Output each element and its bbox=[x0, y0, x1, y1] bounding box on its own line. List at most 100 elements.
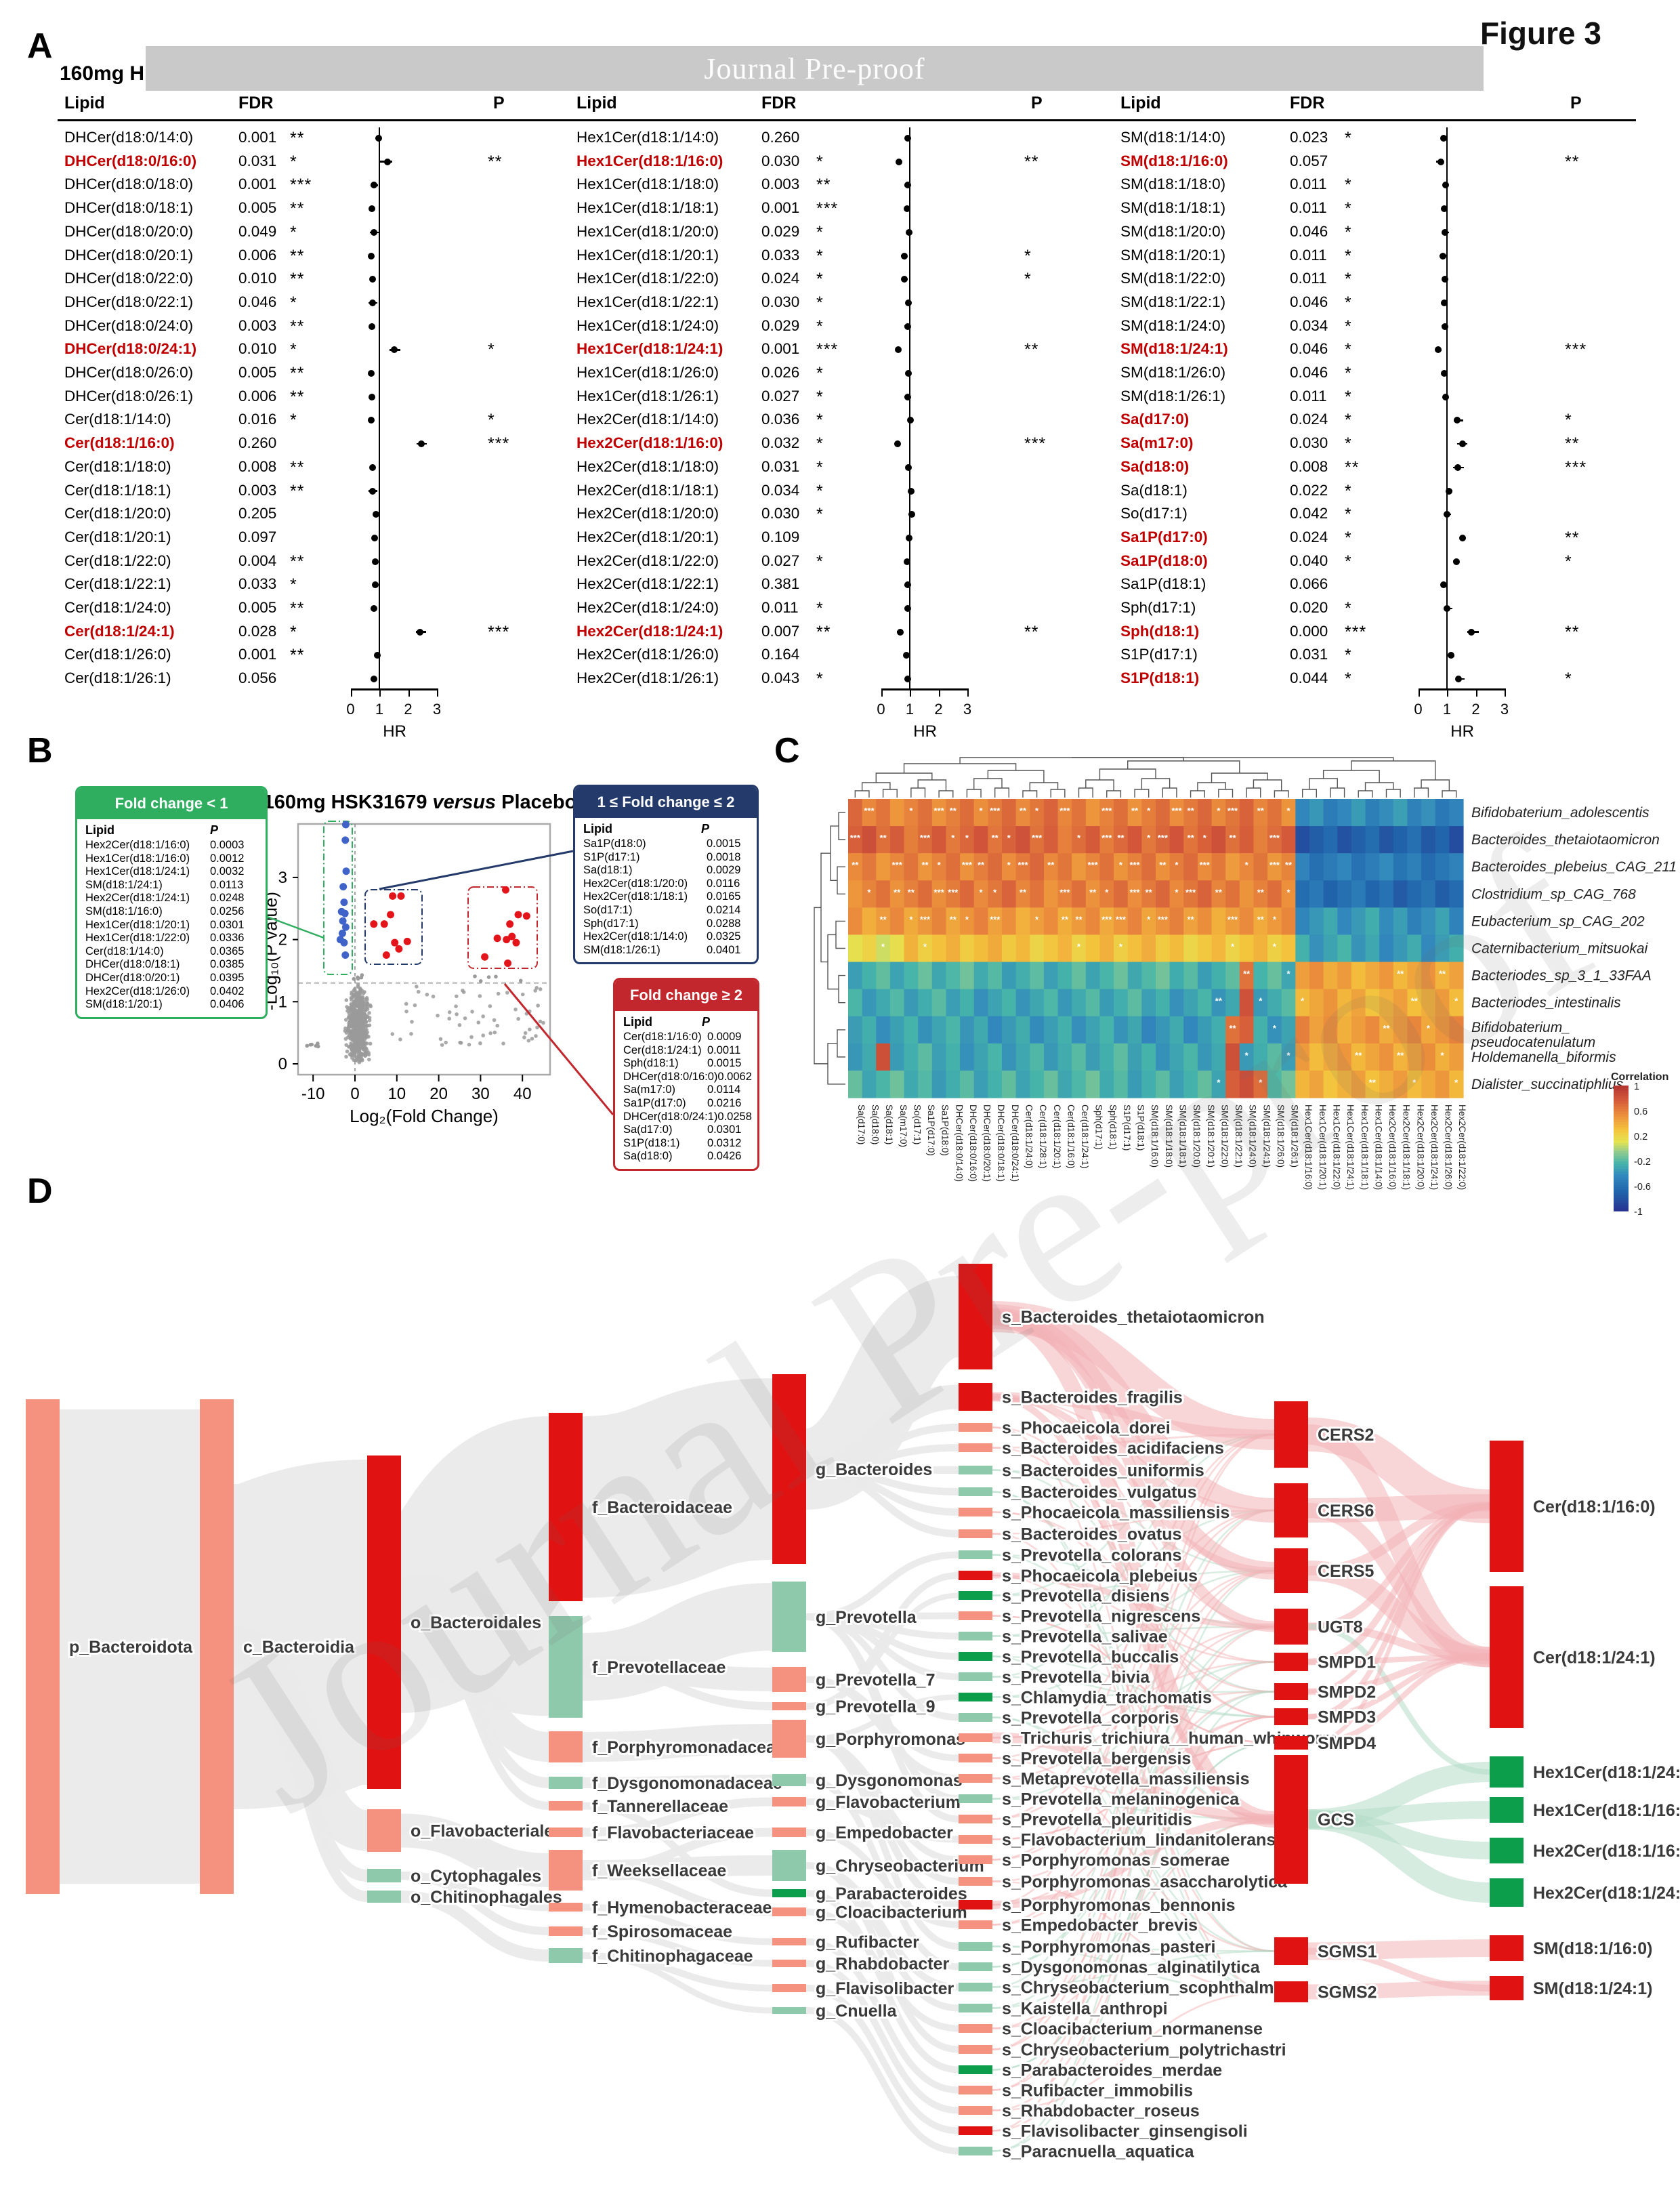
sankey-link bbox=[992, 1569, 1275, 2050]
volcano-gray-point bbox=[425, 992, 429, 997]
volcano-gray-point bbox=[488, 1004, 492, 1008]
heatmap-cell bbox=[848, 989, 863, 1017]
foldchange-ge2-table: Fold change ≥ 2 Lipid P Cer(d18:1/16:0) 0.… bbox=[613, 978, 759, 1171]
heatmap-cell bbox=[1379, 1043, 1394, 1071]
forest-hr-dot bbox=[1440, 205, 1448, 213]
colorbar-gradient bbox=[1614, 1086, 1629, 1089]
forest-lipid-label: Sa(d18:0) bbox=[1120, 457, 1190, 475]
heatmap-cell bbox=[960, 880, 975, 908]
forest-fdr-stars: * bbox=[1345, 199, 1352, 219]
heatmap-cell bbox=[946, 799, 961, 827]
forest-fdr-stars: ** bbox=[290, 364, 305, 383]
volcano-high-point bbox=[493, 934, 501, 943]
forest-fdr-value: 0.027 bbox=[761, 387, 800, 405]
forest-lipid-label: Cer(d18:1/16:0) bbox=[64, 434, 175, 452]
sankey-link bbox=[1307, 1809, 1490, 1903]
sankey-node-label: s_Flavobacterium_lindanitolerans bbox=[1002, 1831, 1276, 1850]
forest-hr-dot bbox=[368, 323, 375, 330]
forest-lipid-label: DHCer(d18:0/22:0) bbox=[64, 270, 194, 287]
colorbar-gradient bbox=[1614, 1090, 1629, 1094]
heatmap-cell bbox=[1156, 1043, 1171, 1071]
forest-fdr-value: 0.020 bbox=[1290, 599, 1328, 616]
sankey-node-s_Bacteroides_fragilis bbox=[959, 1383, 992, 1411]
colorbar-gradient bbox=[1614, 1153, 1629, 1157]
volcano-gray-point bbox=[365, 1034, 369, 1038]
heatmap-significance-star: ** bbox=[1188, 806, 1195, 816]
heatmap-cell bbox=[931, 1016, 947, 1044]
foldchange-row-pvalue: 0.0336 bbox=[210, 932, 245, 945]
volcano-gray-point bbox=[535, 1025, 539, 1030]
heatmap-cell bbox=[1156, 989, 1171, 1017]
foldchange-row-lipid: Hex1Cer(d18:1/16:0) bbox=[85, 852, 190, 865]
sankey-node-label: g_Bacteroides bbox=[816, 1460, 932, 1479]
heatmap-cell bbox=[931, 1070, 947, 1098]
heatmap-significance-star: ** bbox=[1075, 914, 1083, 924]
sankey-node-GCS bbox=[1274, 1755, 1308, 1884]
sankey-node-o_Chitinophagales bbox=[367, 1891, 401, 1903]
heatmap-significance-star: * bbox=[1077, 942, 1081, 952]
foldchange-row-pvalue: 0.0113 bbox=[210, 878, 244, 891]
forest-hr-dot bbox=[1459, 440, 1467, 448]
volcano-mid-point bbox=[370, 920, 378, 928]
sankey-node-s_Prevotella_disiens bbox=[959, 1591, 992, 1600]
forest-p-stars: * bbox=[1024, 246, 1032, 266]
sankey-node-label: Cer(d18:1/16:0) bbox=[1533, 1498, 1656, 1516]
heatmap-cell bbox=[862, 1070, 877, 1098]
volcano-gray-point bbox=[359, 1051, 364, 1056]
preproof-banner: Journal Pre-proof bbox=[146, 46, 1484, 91]
panel-d-label: D bbox=[27, 1172, 53, 1211]
sankey-node-label: s_Parabacteroides_merdae bbox=[1002, 2061, 1222, 2080]
heatmap-significance-star: ** bbox=[852, 860, 859, 870]
heatmap-cell bbox=[1421, 1016, 1436, 1044]
green-connector bbox=[263, 914, 324, 939]
heatmap-cell bbox=[1169, 1043, 1184, 1071]
heatmap-cell bbox=[1156, 934, 1171, 963]
sankey-node-g_Chryseobacterium bbox=[772, 1850, 806, 1881]
heatmap-cell bbox=[1169, 826, 1184, 854]
heatmap-cell bbox=[918, 934, 933, 963]
forest-lipid-label: Sa(d17:0) bbox=[1120, 411, 1190, 428]
volcano-gray-point bbox=[351, 1050, 356, 1054]
heatmap-cell bbox=[1421, 799, 1436, 827]
volcano-gray-point bbox=[347, 1045, 351, 1049]
forest-lipid-label: DHCer(d18:0/18:1) bbox=[64, 199, 194, 217]
colorbar-gradient bbox=[1614, 1193, 1629, 1196]
sankey-node-label: o_Flavobacteriales bbox=[411, 1822, 563, 1841]
sankey-node-label: SM(d18:1/24:1) bbox=[1533, 1979, 1652, 1998]
heatmap-significance-star: ** bbox=[1369, 1077, 1377, 1088]
heatmap-significance-star: * bbox=[1287, 969, 1291, 979]
heatmap-cell bbox=[1337, 1043, 1352, 1071]
dendrogram-branch bbox=[994, 787, 1010, 798]
sankey-node-label: f_Spirosomaceae bbox=[592, 1922, 732, 1941]
forest-axis-label: HR bbox=[1450, 722, 1474, 741]
heatmap-cell bbox=[1365, 934, 1380, 963]
heatmap-cell bbox=[862, 934, 877, 963]
heatmap-col-label: Sa(d18:1) bbox=[884, 1104, 894, 1144]
forest-axis-ticklabel: 2 bbox=[934, 701, 943, 718]
foldchange-row: Hex2Cer(d18:1/20:0) 0.0116 bbox=[583, 878, 750, 891]
forest-lipid-label: Cer(d18:1/26:1) bbox=[64, 669, 171, 687]
heatmap-cell bbox=[946, 1043, 961, 1071]
heatmap-cell bbox=[1169, 907, 1184, 936]
forest-hr-dot bbox=[1440, 370, 1448, 377]
forest-lipid-label: Cer(d18:1/24:1) bbox=[64, 622, 175, 640]
dendrogram-branch bbox=[837, 1029, 845, 1058]
heatmap-cell bbox=[1169, 799, 1184, 827]
volcano-gray-point bbox=[365, 1030, 370, 1035]
heatmap-significance-star: * bbox=[1259, 996, 1263, 1006]
heatmap-cell bbox=[973, 907, 988, 936]
heatmap-cell bbox=[1043, 962, 1059, 990]
volcano-gray-point bbox=[526, 1038, 531, 1043]
forest-lipid-label: Cer(d18:1/22:1) bbox=[64, 575, 171, 593]
forest-hr-dot bbox=[372, 511, 379, 518]
volcano-gray-point bbox=[492, 1018, 497, 1023]
volcano-gray-point bbox=[457, 1023, 462, 1027]
volcano-gray-point bbox=[349, 1015, 354, 1020]
heatmap-cell bbox=[1211, 880, 1226, 908]
sankey-link bbox=[805, 1734, 959, 1742]
forest-fdr-stars: * bbox=[816, 152, 824, 171]
sankey-node-g_Cloacibacterium bbox=[772, 1907, 806, 1916]
foldchange-row-lipid: Sa(m17:0) bbox=[623, 1083, 676, 1096]
colorbar-gradient bbox=[1614, 1145, 1629, 1149]
sankey-link bbox=[992, 1661, 1275, 2029]
